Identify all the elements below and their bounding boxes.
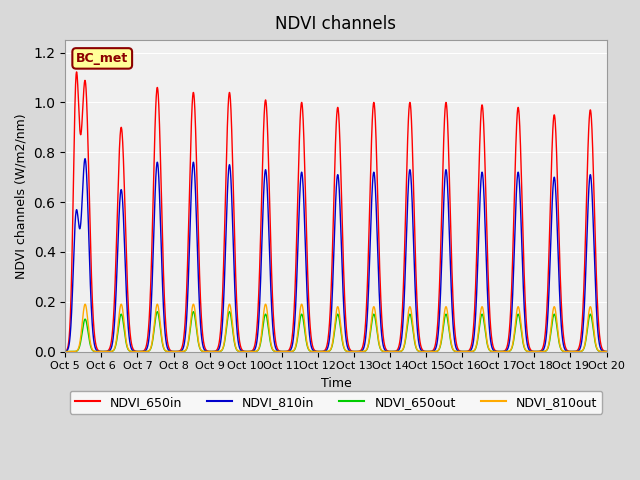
NDVI_810out: [81, 301, 89, 307]
NDVI_650out: [603, 348, 611, 354]
NDVI_650in: [269, 306, 277, 312]
NDVI_650out: [154, 309, 161, 314]
NDVI_650out: [592, 344, 600, 349]
Line: NDVI_650out: NDVI_650out: [65, 312, 607, 351]
NDVI_650in: [61, 348, 69, 354]
X-axis label: Time: Time: [321, 377, 351, 390]
NDVI_810out: [156, 312, 163, 317]
NDVI_650out: [156, 317, 163, 323]
NDVI_650out: [269, 348, 277, 353]
Legend: NDVI_650in, NDVI_810in, NDVI_650out, NDVI_810out: NDVI_650in, NDVI_810in, NDVI_650out, NDV…: [70, 391, 602, 414]
NDVI_810out: [534, 348, 541, 354]
NDVI_650in: [156, 117, 163, 122]
NDVI_650in: [292, 241, 300, 247]
Line: NDVI_810out: NDVI_810out: [65, 304, 607, 351]
Y-axis label: NDVI channels (W/m2/nm): NDVI channels (W/m2/nm): [15, 113, 28, 278]
NDVI_650out: [123, 344, 131, 349]
NDVI_810in: [81, 156, 89, 162]
NDVI_810out: [592, 343, 600, 348]
NDVI_810in: [593, 303, 600, 309]
NDVI_810out: [61, 348, 69, 354]
NDVI_810in: [603, 348, 611, 354]
NDVI_810in: [156, 187, 163, 192]
NDVI_810out: [292, 339, 300, 345]
NDVI_650in: [73, 69, 81, 75]
NDVI_650out: [61, 348, 69, 354]
NDVI_810in: [534, 348, 541, 354]
NDVI_810in: [269, 327, 277, 333]
NDVI_650out: [534, 348, 541, 354]
Line: NDVI_650in: NDVI_650in: [65, 72, 607, 351]
NDVI_650out: [292, 341, 300, 347]
NDVI_810in: [568, 348, 576, 354]
NDVI_810in: [61, 348, 69, 354]
NDVI_810out: [603, 348, 611, 354]
NDVI_650in: [124, 276, 131, 282]
NDVI_650in: [593, 270, 600, 276]
NDVI_650in: [534, 348, 541, 354]
Title: NDVI channels: NDVI channels: [275, 15, 396, 33]
NDVI_650in: [568, 348, 576, 354]
NDVI_650in: [603, 348, 611, 354]
NDVI_810out: [124, 343, 131, 349]
Line: NDVI_810in: NDVI_810in: [65, 159, 607, 351]
NDVI_810in: [292, 284, 300, 290]
Text: BC_met: BC_met: [76, 52, 129, 65]
NDVI_810in: [124, 308, 131, 313]
NDVI_810out: [269, 347, 277, 353]
